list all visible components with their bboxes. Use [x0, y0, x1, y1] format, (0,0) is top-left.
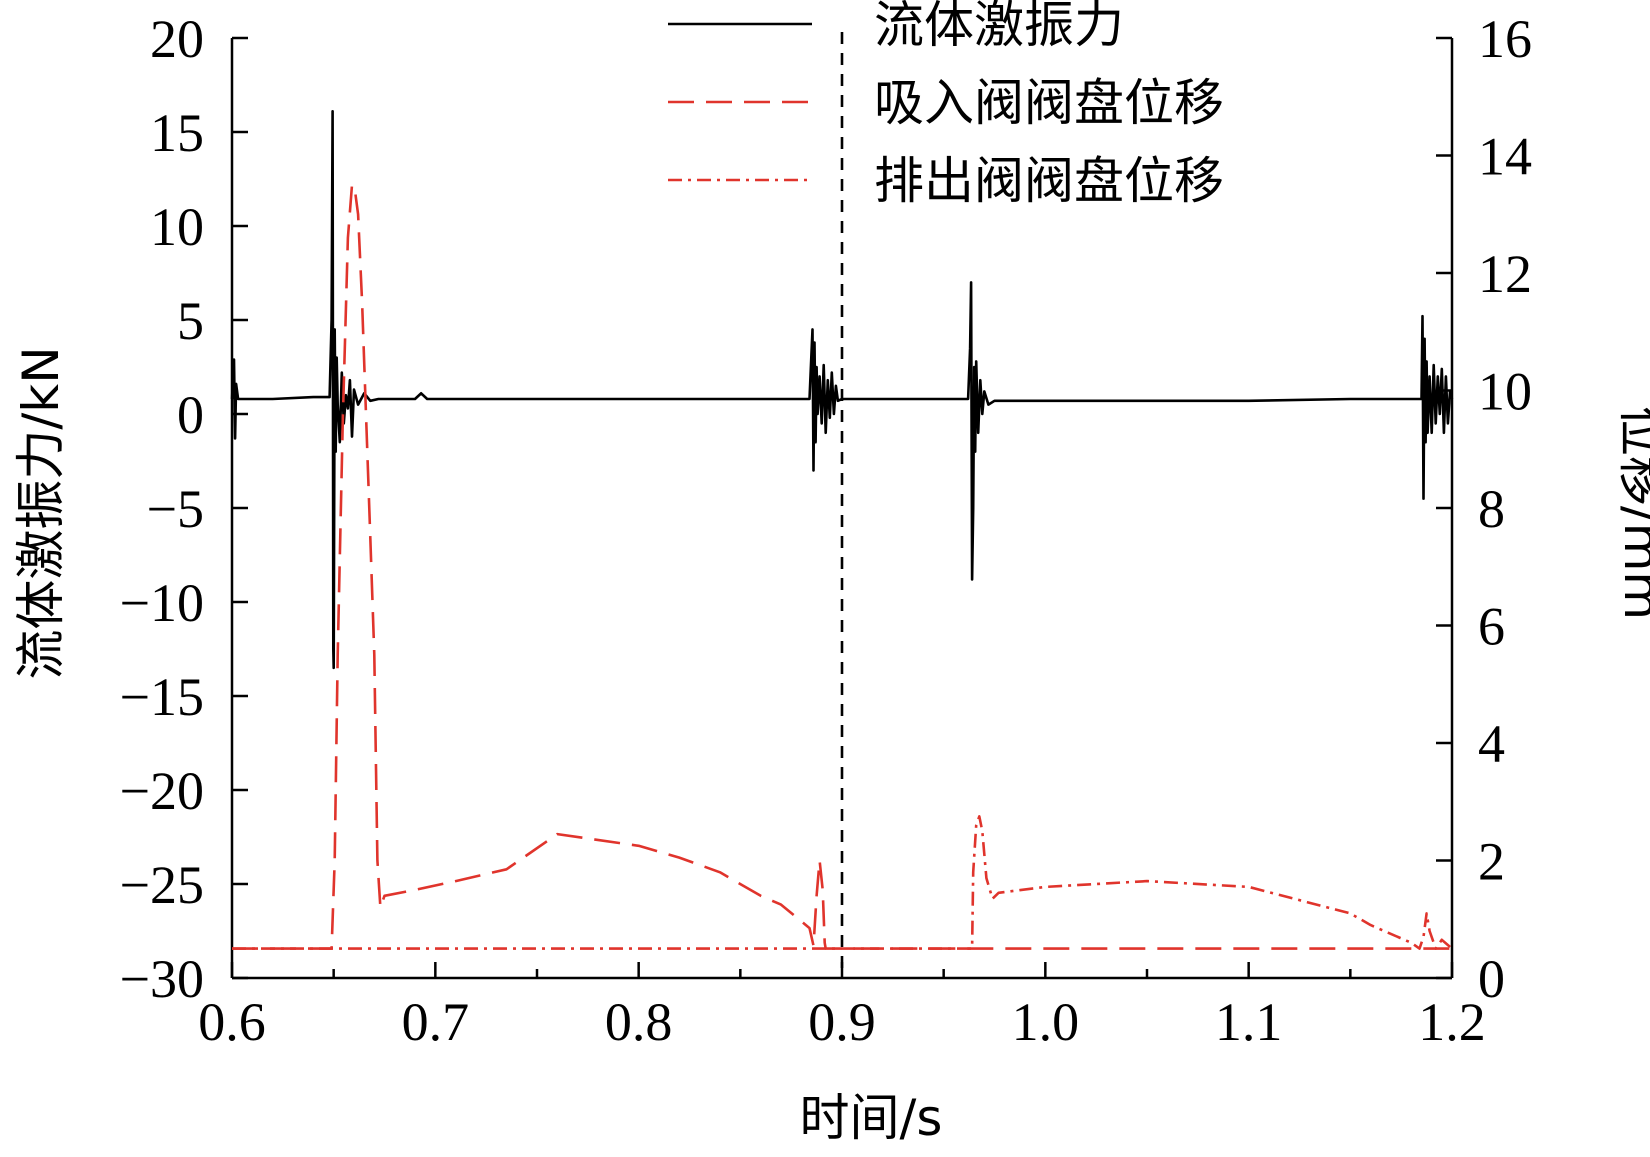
y-right-tick-label: 2	[1478, 832, 1505, 892]
y-left-tick-label: −10	[120, 573, 204, 633]
y-right-tick-label: 4	[1478, 714, 1505, 774]
y-left-tick-label: −15	[120, 667, 204, 727]
y-right-tick-label: 8	[1478, 479, 1505, 539]
legend-label-force: 流体激振力	[874, 0, 1124, 54]
y-right-tick-label: 14	[1478, 127, 1532, 187]
series-suction-line	[232, 183, 1452, 950]
y-right-tick-label: 6	[1478, 597, 1505, 657]
x-tick-label: 1.2	[1418, 992, 1486, 1052]
legend-label-discharge: 排出阀阀盘位移	[874, 152, 1224, 210]
y-right-tick-label: 10	[1478, 362, 1532, 422]
x-tick-label: 0.8	[605, 992, 673, 1052]
legend: 流体激振力 吸入阀阀盘位移 排出阀阀盘位移	[668, 0, 1224, 210]
x-tick-label: 1.0	[1012, 992, 1080, 1052]
axes: 0.6 0.7 0.8 0.9 1.0 1.1 1.220151050−5−10−15−20…	[120, 9, 1532, 1052]
x-tick-label: 0.9	[808, 992, 876, 1052]
series-force-line	[230, 110, 1454, 670]
y-left-tick-label: 10	[150, 197, 204, 257]
x-tick-label: 1.1	[1215, 992, 1283, 1052]
legend-label-suction: 吸入阀阀盘位移	[874, 74, 1224, 132]
x-tick-label: 0.7	[402, 992, 470, 1052]
series-layer	[230, 32, 1454, 978]
y-left-tick-label: 20	[150, 9, 204, 69]
y-left-tick-label: 0	[177, 385, 204, 445]
y-left-tick-label: −5	[147, 479, 204, 539]
y-axis-left-title: 流体激振力/kN	[12, 346, 70, 679]
y-left-tick-label: −20	[120, 761, 204, 821]
y-right-tick-label: 12	[1478, 244, 1532, 304]
x-tick-label: 0.6	[198, 992, 266, 1052]
y-right-tick-label: 16	[1478, 9, 1532, 69]
y-left-tick-label: −25	[120, 855, 204, 915]
y-left-tick-label: 5	[177, 291, 204, 351]
x-axis-title: 时间/s	[800, 1089, 943, 1147]
y-right-tick-label: 0	[1478, 949, 1505, 1009]
y-left-tick-label: −30	[120, 949, 204, 1009]
y-left-tick-label: 15	[150, 103, 204, 163]
y-axis-right-title: 位移/mm	[1613, 406, 1650, 620]
